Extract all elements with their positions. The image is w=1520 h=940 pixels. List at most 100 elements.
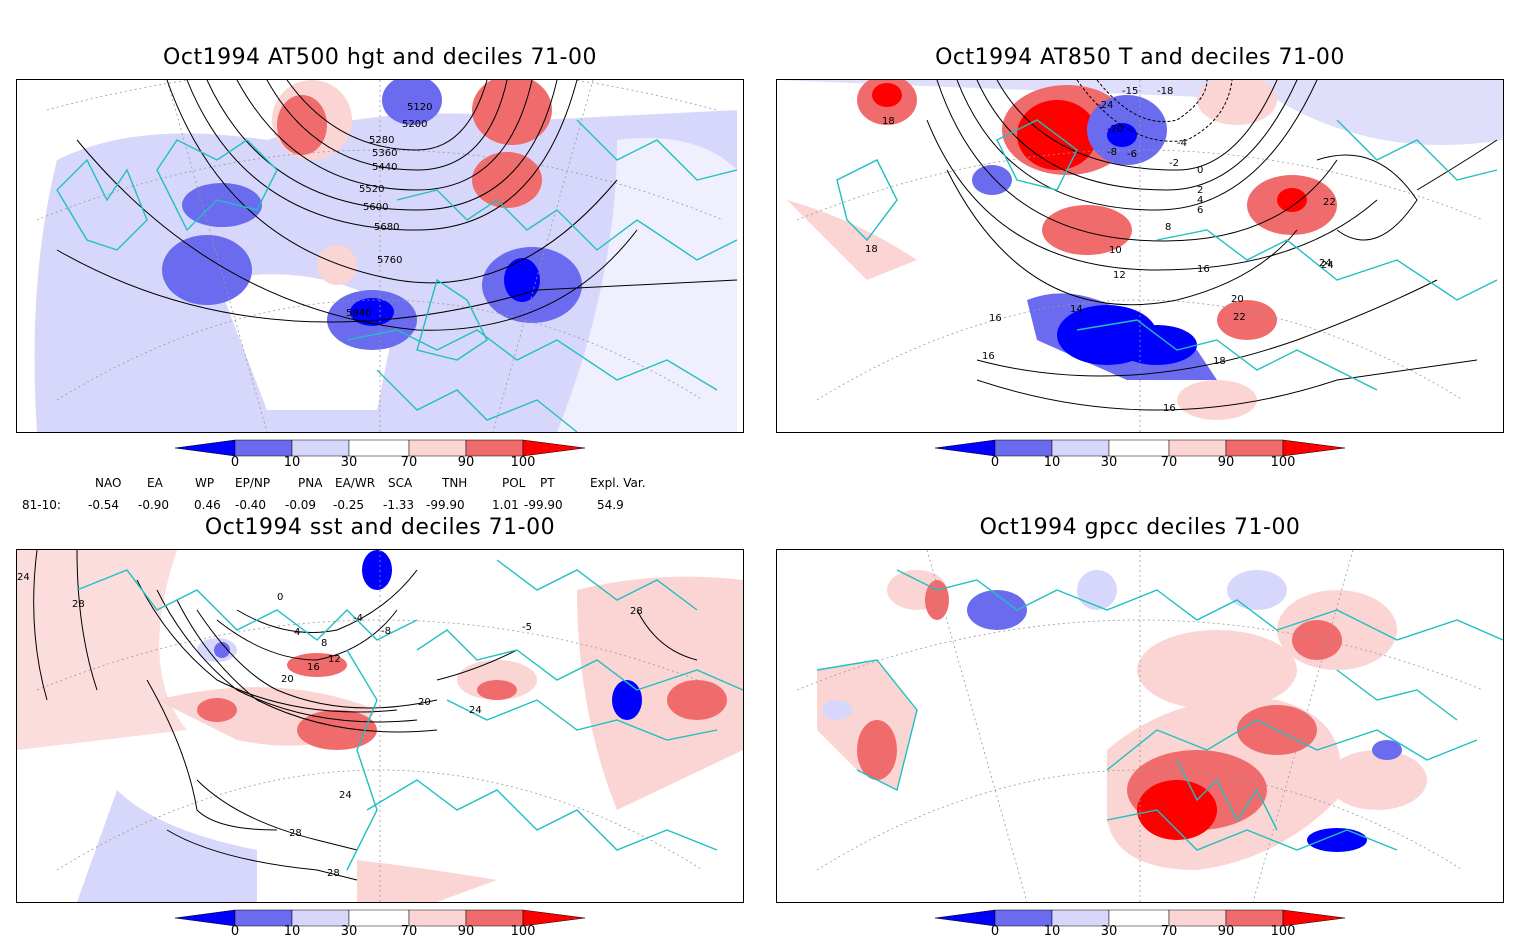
contour-label: -18 xyxy=(1157,86,1173,97)
contour-label: -6 xyxy=(1127,149,1137,160)
panel-4-title: Oct1994 gpcc deciles 71-00 xyxy=(979,515,1301,540)
colorbar-bottom-right xyxy=(935,909,1345,927)
contour-label: 4 xyxy=(294,627,300,638)
indices-value-row: 81-10: -0.54 -0.90 0.46 -0.40 -0.09 -0.2… xyxy=(0,498,700,514)
index-value: -0.25 xyxy=(333,498,365,512)
contour-label: 14 xyxy=(1070,304,1083,315)
contour-label: 20 xyxy=(418,697,431,708)
cbar-tick: 10 xyxy=(283,455,301,470)
contour-label: -15 xyxy=(1122,86,1138,97)
map-panel-gpcc xyxy=(776,549,1504,903)
index-value: 54.9 xyxy=(597,498,624,512)
cbar-tick: 100 xyxy=(1270,455,1296,470)
contour-label: -5 xyxy=(522,622,532,633)
cbar-tick: 90 xyxy=(1217,455,1235,470)
map-panel-t850: 18 -18 -24 -20 -15 -8 -6 -4 -2 0 2 4 6 8… xyxy=(776,79,1504,433)
contour-label: 8 xyxy=(1165,222,1171,233)
map-gpcc xyxy=(796,550,1503,902)
cbar-tick: 30 xyxy=(340,455,358,470)
cbar-tick: 70 xyxy=(400,455,418,470)
index-value: -0.40 xyxy=(235,498,267,512)
contour-label: 24 xyxy=(339,790,352,801)
contour-label: 24 xyxy=(1319,258,1332,269)
contour-label: 5840 xyxy=(346,308,371,319)
index-value: -0.09 xyxy=(285,498,317,512)
cbar-tick: 10 xyxy=(283,924,301,939)
contour-label: 18 xyxy=(865,244,878,255)
contour-label: 28 xyxy=(72,599,85,610)
contour-label: 16 xyxy=(1197,264,1210,275)
contour-label: 16 xyxy=(307,662,320,673)
cbar-tick: 10 xyxy=(1043,455,1061,470)
contour-label: 24 xyxy=(17,572,30,583)
cbar-tick: 70 xyxy=(400,924,418,939)
index-value: 0.46 xyxy=(194,498,221,512)
colorbar-bottom-left xyxy=(175,909,585,927)
colorbar-top-left xyxy=(175,439,585,457)
index-header: Expl. Var. xyxy=(590,476,646,490)
contour-label: 18 xyxy=(1213,356,1226,367)
contour-label: 28 xyxy=(289,828,302,839)
contour-label: 24 xyxy=(469,705,482,716)
contour-label: -2 xyxy=(1169,158,1179,169)
cbar-tick: 30 xyxy=(1100,924,1118,939)
index-header: WP xyxy=(195,476,215,490)
index-header: SCA xyxy=(388,476,413,490)
index-header: PT xyxy=(540,476,555,490)
index-value: -99.90 xyxy=(426,498,465,512)
contour-label: 16 xyxy=(982,351,995,362)
contour-label: -8 xyxy=(381,626,391,637)
index-header: TNH xyxy=(442,476,468,490)
index-header: NAO xyxy=(95,476,122,490)
cbar-tick: 100 xyxy=(1270,924,1296,939)
contour-label: -8 xyxy=(1107,147,1117,158)
map-sst: 24 28 0 4 8 12 16 20 20 24 28 28 28 24 -… xyxy=(17,550,743,902)
index-header: EA/WR xyxy=(335,476,376,490)
contour-label: 28 xyxy=(327,868,340,879)
contour-label: 5120 xyxy=(407,102,432,113)
contour-label: 5680 xyxy=(374,222,399,233)
contour-label: 5360 xyxy=(372,148,397,159)
contour-label: 5440 xyxy=(372,162,397,173)
contour-label: -20 xyxy=(1107,124,1123,135)
contour-label: 20 xyxy=(281,674,294,685)
contour-label: 8 xyxy=(321,638,327,649)
cbar-tick: 100 xyxy=(510,455,536,470)
contour-label: 6 xyxy=(1197,205,1203,216)
index-value: -99.90 xyxy=(524,498,563,512)
contour-label: 5600 xyxy=(363,202,388,213)
contour-label: 5200 xyxy=(402,119,427,130)
colorbar-top-right xyxy=(935,439,1345,457)
cbar-tick: 10 xyxy=(1043,924,1061,939)
contour-label: 24 xyxy=(1321,260,1334,271)
contour-label: -4 xyxy=(353,613,363,624)
index-value: -0.54 xyxy=(88,498,120,512)
contour-label: 0 xyxy=(1197,165,1203,176)
contour-label: 22 xyxy=(1233,312,1246,323)
contour-label: 5760 xyxy=(377,255,402,266)
indices-header-row: NAO EA WP EP/NP PNA EA/WR SCA TNH POL PT… xyxy=(0,476,700,492)
contour-label: 2 xyxy=(1197,185,1203,196)
index-header: EP/NP xyxy=(235,476,271,490)
cbar-tick: 90 xyxy=(1217,924,1235,939)
panel-3-title: Oct1994 sst and deciles 71-00 xyxy=(204,515,556,540)
cbar-tick: 90 xyxy=(457,924,475,939)
indices-row-label: 81-10: xyxy=(22,498,61,512)
cbar-tick: 90 xyxy=(457,455,475,470)
map-panel-sst: 24 28 0 4 8 12 16 20 20 24 28 28 28 24 -… xyxy=(16,549,744,903)
contour-label: 5520 xyxy=(359,184,384,195)
index-header: POL xyxy=(502,476,526,490)
cbar-tick: 30 xyxy=(1100,455,1118,470)
index-header: EA xyxy=(147,476,163,490)
cbar-tick: 100 xyxy=(510,924,536,939)
map-hgt500: 5120 5200 5280 5360 5440 5520 5600 5680 … xyxy=(34,80,738,432)
cbar-tick: 0 xyxy=(990,924,1000,939)
contour-label: 10 xyxy=(1109,245,1122,256)
cbar-tick: 70 xyxy=(1160,455,1178,470)
index-value: 1.01 xyxy=(492,498,519,512)
panel-1-title: Oct1994 AT500 hgt and deciles 71-00 xyxy=(163,45,597,70)
contour-label: 18 xyxy=(882,116,895,127)
contour-label: 16 xyxy=(989,313,1002,324)
cbar-tick: 0 xyxy=(990,455,1000,470)
cbar-tick: 70 xyxy=(1160,924,1178,939)
